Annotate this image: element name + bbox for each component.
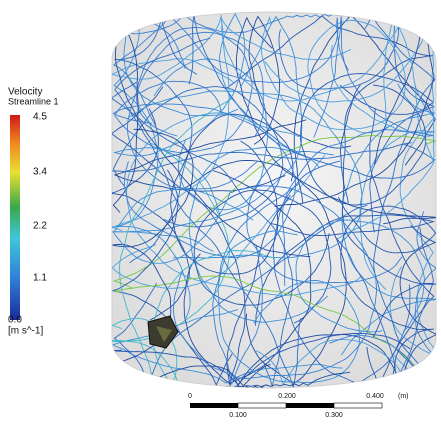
impeller: [147, 315, 179, 349]
streamline: [112, 81, 294, 388]
streamline: [278, 13, 436, 233]
streamline: [246, 150, 403, 284]
scale-label: 0: [188, 393, 192, 400]
streamline: [339, 84, 436, 338]
streamline: [113, 12, 302, 216]
legend-tick: 0.0: [8, 315, 22, 326]
scale-label: 0.200: [278, 393, 296, 400]
legend-title: Velocity: [8, 87, 42, 98]
streamline: [113, 371, 351, 388]
streamline: [114, 37, 302, 388]
legend-tick: 2.2: [33, 221, 47, 232]
streamline: [272, 160, 411, 385]
streamline: [127, 90, 363, 259]
streamline: [170, 113, 294, 275]
scale-bar: [190, 402, 383, 409]
streamline: [212, 182, 301, 386]
streamline: [338, 196, 436, 382]
streamline: [112, 169, 233, 387]
streamline: [112, 103, 296, 258]
streamline: [274, 17, 435, 208]
streamline: [217, 230, 360, 383]
streamline: [112, 86, 291, 387]
streamline: [112, 332, 411, 386]
streamline: [295, 219, 425, 333]
streamline: [112, 154, 326, 289]
streamline: [112, 13, 402, 231]
scale-sub-label: 0.300: [325, 412, 343, 419]
legend-tick: 4.5: [33, 112, 47, 123]
streamline: [119, 98, 233, 377]
scale-label: 0.400: [366, 393, 384, 400]
streamline: [153, 58, 269, 211]
streamline: [341, 83, 436, 356]
streamlines: [112, 12, 436, 388]
streamline: [282, 16, 434, 286]
legend-tick: 3.4: [33, 167, 47, 178]
streamline: [112, 12, 311, 258]
scale-sub-label: 0.100: [229, 412, 247, 419]
streamline: [112, 12, 239, 319]
streamline: [188, 146, 329, 323]
streamline: [112, 142, 230, 381]
streamline: [293, 13, 436, 204]
streamline: [112, 15, 352, 84]
streamline: [113, 204, 368, 388]
streamline: [255, 214, 436, 326]
streamline: [112, 15, 349, 126]
streamline: [364, 14, 436, 388]
streamline: [113, 188, 254, 264]
streamline: [172, 185, 378, 379]
color-bar: [10, 115, 20, 320]
streamline: [366, 108, 435, 387]
legend-subtitle: Streamline 1: [8, 96, 59, 106]
streamline: [112, 128, 271, 387]
legend-unit: [m s^-1]: [8, 326, 43, 337]
legend-tick: 1.1: [33, 273, 47, 284]
scale-unit: (m): [398, 393, 409, 400]
streamline: [112, 135, 436, 289]
streamline: [248, 15, 352, 149]
